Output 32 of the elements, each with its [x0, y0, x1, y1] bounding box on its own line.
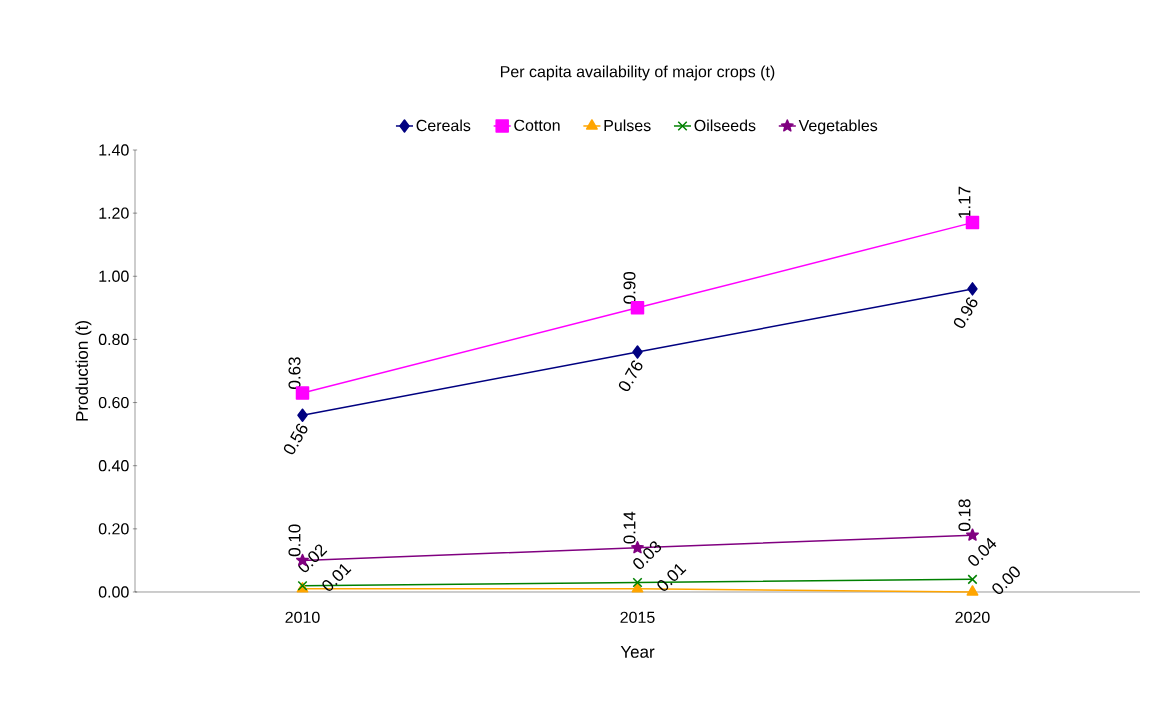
x-tick-label: 2010 [285, 611, 320, 623]
data-label: 0.90 [623, 271, 636, 304]
y-axis-title: Production (t) [75, 321, 92, 421]
y-tick-label: 0.00 [98, 586, 129, 598]
chart-title: Per capita availability of major crops (t) [500, 65, 775, 81]
legend-label: Cereals [416, 119, 471, 132]
point [967, 282, 978, 296]
y-tick-label: 0.80 [98, 333, 129, 346]
point [632, 345, 643, 359]
point [966, 585, 979, 596]
x-tick-label: 2015 [620, 611, 655, 623]
y-tick-label: 0.20 [98, 523, 129, 535]
data-label: 0.00 [992, 566, 1020, 595]
data-label: 0.18 [958, 499, 971, 531]
legend-label: Cotton [514, 119, 560, 131]
data-label: 0.63 [288, 357, 301, 389]
data-label: 0.04 [968, 537, 997, 566]
x-axis-title: Year [620, 645, 655, 658]
point [631, 582, 644, 593]
y-tick-label: 0.60 [98, 396, 129, 409]
y-tick-label: 1.00 [99, 270, 129, 282]
y-tick-label: 1.40 [99, 144, 129, 156]
legend-label: Vegetables [798, 119, 878, 135]
y-tick-label: 0.40 [98, 460, 129, 472]
point [297, 408, 308, 422]
legend-label: Oilseeds [694, 119, 756, 132]
x-tick-label: 2020 [955, 611, 990, 623]
point [967, 574, 978, 585]
legend-label: Pulses [604, 119, 651, 132]
data-label: 1.17 [958, 186, 971, 218]
y-tick-label: 1.20 [99, 207, 129, 219]
point [632, 577, 643, 588]
